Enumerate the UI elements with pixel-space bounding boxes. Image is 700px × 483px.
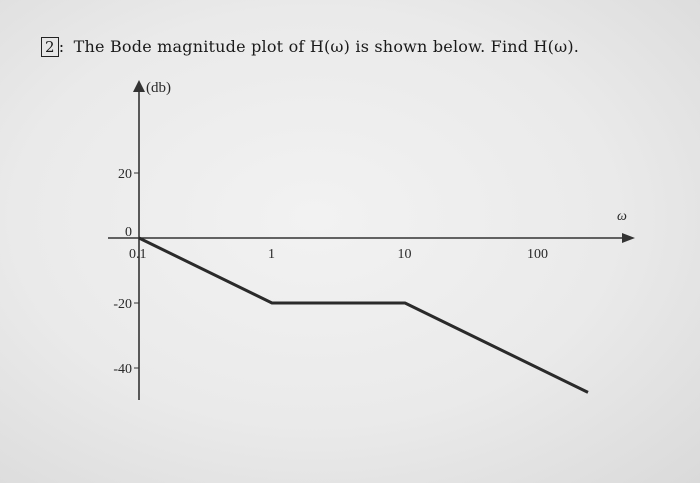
plot-series bbox=[138, 236, 589, 394]
x-tick-label: 10 bbox=[398, 247, 412, 262]
x-tick-label: 1 bbox=[268, 247, 275, 262]
y-tick-label: -20 bbox=[113, 297, 132, 312]
x-axis-arrowhead bbox=[622, 233, 635, 243]
x-axis-label: ω bbox=[617, 209, 627, 224]
y-tick-label: 20 bbox=[118, 167, 132, 182]
x-tick-label: 100 bbox=[527, 247, 548, 262]
y-axis-arrowhead bbox=[133, 80, 145, 92]
y-tick-label: -40 bbox=[113, 362, 132, 377]
question-number-box: 2 bbox=[41, 37, 59, 57]
y-tick-label: 0 bbox=[125, 225, 132, 240]
x-tick-label: 0.1 bbox=[129, 247, 147, 262]
question-text: The Bode magnitude plot of H(ω) is shown… bbox=[73, 37, 580, 56]
question-separator: : bbox=[58, 37, 65, 56]
y-axis-label: (db) bbox=[146, 80, 171, 96]
x-tick-labels: 0.1 1 10 100 bbox=[129, 247, 548, 262]
question-line: 2: The Bode magnitude plot of H(ω) is sh… bbox=[41, 37, 579, 57]
magnitude-asymptote-line bbox=[138, 236, 589, 394]
y-tick-labels: 20 0 -20 -40 bbox=[113, 167, 139, 377]
plot-axes: (db) ω bbox=[108, 80, 635, 400]
